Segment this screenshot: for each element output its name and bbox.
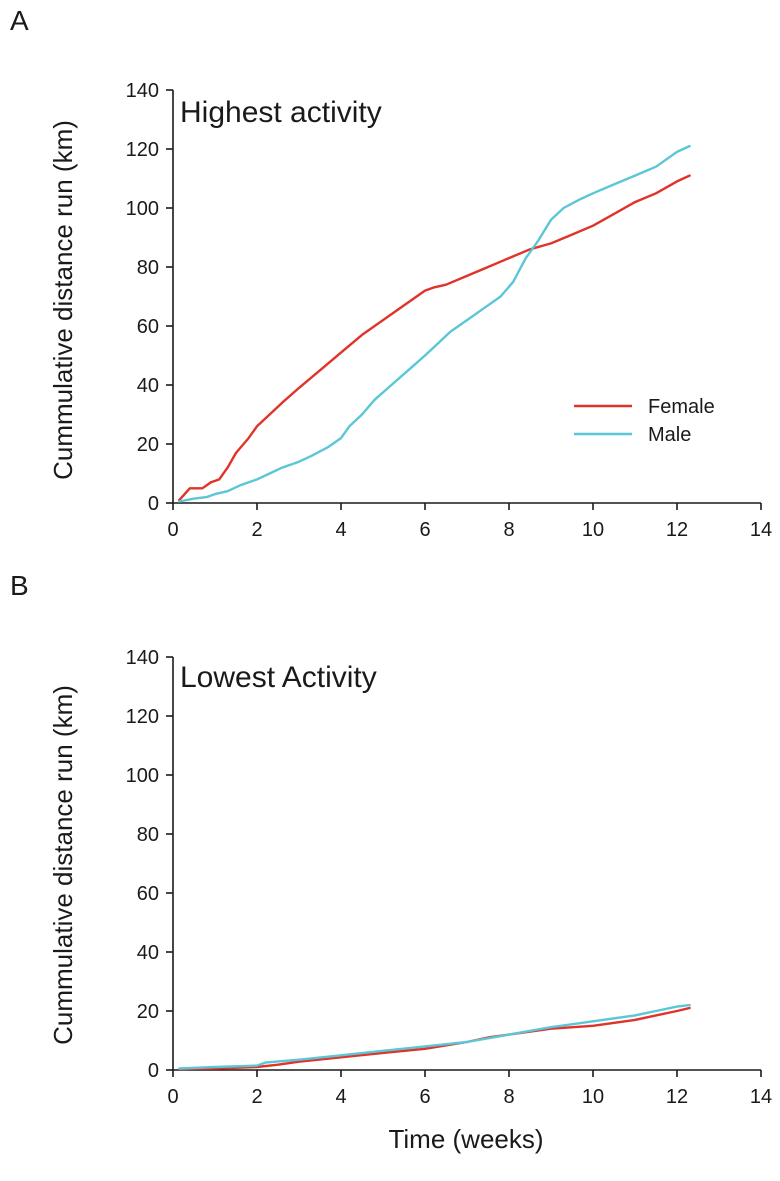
x-tick-label: 8 <box>503 519 514 541</box>
x-tick-label: 4 <box>335 519 346 541</box>
x-tick-label: 14 <box>750 519 772 541</box>
y-axis-title-b: Cummulative distance run (km) <box>48 685 78 1045</box>
y-tick-label: 120 <box>126 139 159 161</box>
x-tick-label: 0 <box>167 1086 178 1108</box>
series-line-female-a <box>178 174 691 502</box>
x-tick-label: 2 <box>251 519 262 541</box>
y-tick-label: 20 <box>137 1001 159 1023</box>
y-tick-label: 60 <box>137 883 159 905</box>
y-tick-label: 140 <box>126 80 159 102</box>
x-tick-label: 12 <box>666 519 688 541</box>
y-tick-label: 40 <box>137 942 159 964</box>
y-tick-label: 0 <box>148 1060 159 1082</box>
y-tick-label: 60 <box>137 316 159 338</box>
panel-a: A Cummulative distance run (km) Highest … <box>10 5 772 541</box>
y-tick-label: 80 <box>137 824 159 846</box>
y-tick-label: 80 <box>137 257 159 279</box>
ticks-b: 0 20 40 60 80 100 120 140 0 2 4 6 8 10 12 14 <box>126 647 773 1108</box>
legend: Female Male <box>574 396 715 446</box>
y-tick-label: 20 <box>137 434 159 456</box>
y-tick-label: 0 <box>148 493 159 515</box>
x-tick-label: 14 <box>750 1086 772 1108</box>
ticks-a: 0 20 40 60 80 100 120 140 0 2 4 6 8 10 12 14 <box>126 80 773 541</box>
y-tick-label: 40 <box>137 375 159 397</box>
axes-b <box>172 657 761 1071</box>
axes-a <box>172 90 761 504</box>
legend-label-female: Female <box>648 396 715 418</box>
series-a <box>178 144 691 503</box>
x-axis-title: Time (weeks) <box>388 1124 543 1154</box>
y-axis-title-a: Cummulative distance run (km) <box>48 120 78 480</box>
y-tick-label: 100 <box>126 198 159 220</box>
x-tick-label: 4 <box>335 1086 346 1108</box>
x-tick-label: 10 <box>582 519 604 541</box>
x-tick-label: 2 <box>251 1086 262 1108</box>
series-line-male-a <box>178 144 691 503</box>
x-tick-label: 12 <box>666 1086 688 1108</box>
chart-title-b: Lowest Activity <box>180 661 377 694</box>
x-tick-label: 8 <box>503 1086 514 1108</box>
series-line-female-b <box>178 1006 691 1071</box>
x-tick-label: 6 <box>419 1086 430 1108</box>
series-b <box>178 1003 691 1071</box>
y-tick-label: 140 <box>126 647 159 669</box>
series-line-male-b <box>178 1003 691 1070</box>
x-tick-label: 6 <box>419 519 430 541</box>
y-tick-label: 100 <box>126 765 159 787</box>
legend-label-male: Male <box>648 424 691 446</box>
panel-b: B Cummulative distance run (km) Lowest A… <box>10 570 772 1108</box>
panel-letter-b: B <box>10 570 29 601</box>
x-tick-label: 0 <box>167 519 178 541</box>
chart-title-a: Highest activity <box>180 96 382 129</box>
x-tick-label: 10 <box>582 1086 604 1108</box>
y-tick-label: 120 <box>126 706 159 728</box>
panel-letter-a: A <box>10 5 29 36</box>
